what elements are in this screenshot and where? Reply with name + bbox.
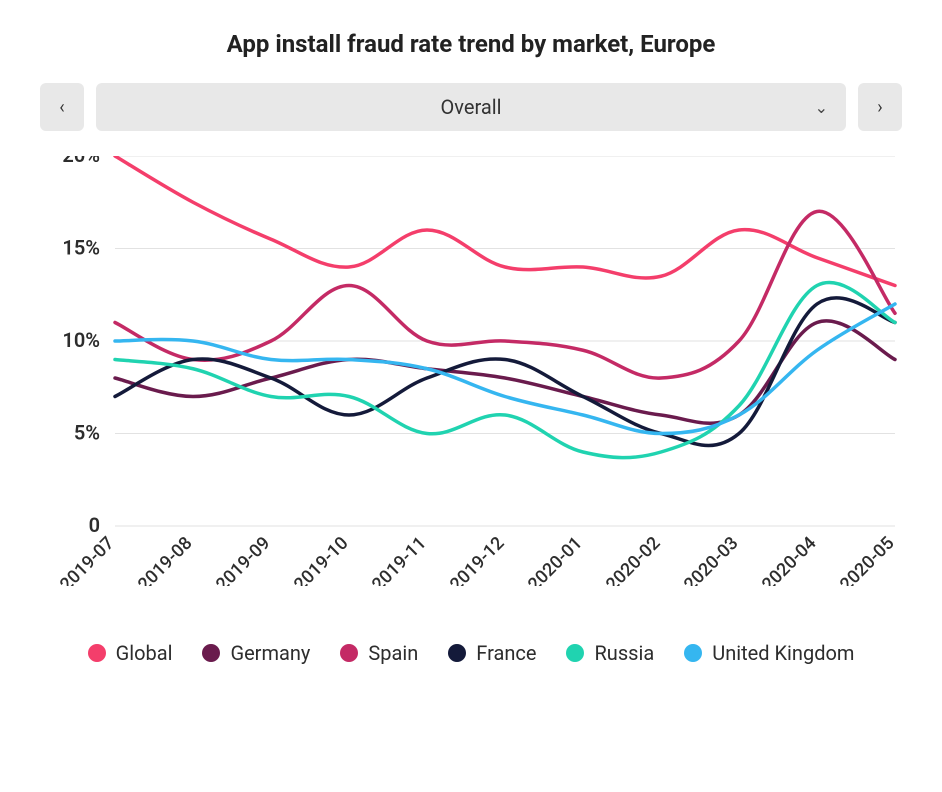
legend-swatch (684, 644, 702, 662)
chevron-down-icon: ⌄ (815, 98, 828, 117)
legend-label: Germany (230, 641, 310, 665)
legend-swatch (202, 644, 220, 662)
x-axis-label: 2019-12 (446, 533, 509, 586)
x-axis-label: 2019-11 (368, 533, 431, 586)
x-axis-label: 2020-04 (758, 533, 821, 586)
chevron-left-icon: ‹ (59, 97, 64, 118)
next-button[interactable]: › (858, 83, 902, 131)
y-axis-label: 0 (89, 513, 100, 537)
legend-item-united-kingdom[interactable]: United Kingdom (684, 641, 854, 665)
legend-swatch (88, 644, 106, 662)
legend-label: United Kingdom (712, 641, 854, 665)
legend-swatch (340, 644, 358, 662)
x-axis-label: 2020-05 (836, 533, 899, 586)
x-axis-label: 2020-02 (602, 533, 665, 586)
prev-button[interactable]: ‹ (40, 83, 84, 131)
y-axis-label: 20% (62, 156, 100, 167)
y-axis-label: 5% (74, 421, 100, 445)
legend-swatch (566, 644, 584, 662)
legend-item-global[interactable]: Global (88, 641, 173, 665)
x-axis-label: 2019-08 (134, 533, 197, 586)
x-axis-label: 2020-03 (680, 533, 743, 586)
legend-item-germany[interactable]: Germany (202, 641, 310, 665)
controls-bar: ‹ Overall ⌄ › (40, 83, 902, 131)
legend-item-russia[interactable]: Russia (566, 641, 654, 665)
series-france (115, 298, 895, 446)
legend-swatch (448, 644, 466, 662)
y-axis-label: 15% (62, 236, 100, 260)
chart-plot-area: 0 5% 10% 15% 20% 2019-07 2019-08 2019-09 2019-10… (40, 156, 902, 586)
select-label: Overall (441, 95, 502, 119)
legend: Global Germany Spain France Russia United Kin… (40, 641, 902, 665)
legend-item-spain[interactable]: Spain (340, 641, 418, 665)
legend-item-france[interactable]: France (448, 641, 536, 665)
series-spain (115, 211, 895, 378)
legend-label: Global (116, 641, 173, 665)
x-axis-label: 2019-10 (290, 533, 353, 586)
y-axis-label: 10% (62, 328, 100, 352)
category-select[interactable]: Overall ⌄ (96, 83, 846, 131)
legend-label: Russia (594, 641, 654, 665)
chevron-right-icon: › (877, 97, 882, 118)
chart-svg: 0 5% 10% 15% 20% 2019-07 2019-08 2019-09 2019-10… (40, 156, 900, 586)
x-axis-label: 2020-01 (524, 533, 587, 586)
chart-container: App install fraud rate trend by market, … (0, 0, 942, 792)
chart-title: App install fraud rate trend by market, … (40, 30, 902, 58)
legend-label: Spain (368, 641, 418, 665)
x-axis-label: 2019-07 (56, 533, 119, 586)
legend-label: France (476, 641, 536, 665)
x-axis-label: 2019-09 (212, 533, 275, 586)
